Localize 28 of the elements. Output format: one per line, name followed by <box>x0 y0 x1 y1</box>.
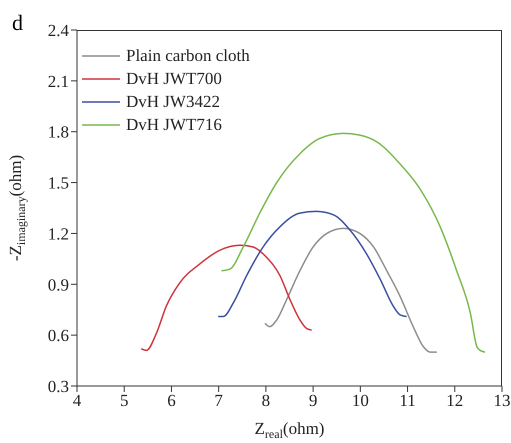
x-tick-label: 9 <box>308 391 318 410</box>
legend-label: DvH JWT700 <box>126 68 222 90</box>
line-series <box>220 132 486 353</box>
y-tick-label: 2.4 <box>48 21 70 40</box>
x-tick-label: 10 <box>352 391 369 410</box>
x-tick-label: 7 <box>214 391 224 410</box>
line-series <box>140 244 312 352</box>
x-tick-label: 6 <box>167 391 176 410</box>
x-tick-label: 11 <box>399 391 416 410</box>
y-tick-label: 2.1 <box>48 72 69 91</box>
x-tick-label: 5 <box>120 391 128 410</box>
y-tick-label: 1.8 <box>48 122 69 142</box>
legend-label: DvH JW3422 <box>126 90 220 112</box>
x-tick-label: 12 <box>446 391 464 410</box>
y-tick-label: 0.3 <box>48 377 69 396</box>
x-tick-label: 13 <box>494 391 510 410</box>
y-tick-label: 1.2 <box>48 224 69 244</box>
legend-label: DvH JWT716 <box>126 114 222 136</box>
x-tick-label: 8 <box>262 391 270 410</box>
line-series <box>264 228 438 353</box>
legend-label: Plain carbon cloth <box>126 44 250 66</box>
text: d <box>12 10 23 36</box>
y-tick-label: 0.9 <box>48 275 69 294</box>
y-tick-label: 1.5 <box>48 174 69 193</box>
line-series <box>217 210 408 318</box>
x-tick-label: 4 <box>72 391 82 410</box>
y-tick-label: 0.6 <box>48 326 69 346</box>
x-axis-title: Z$_{real}$(ohm) <box>254 419 324 441</box>
